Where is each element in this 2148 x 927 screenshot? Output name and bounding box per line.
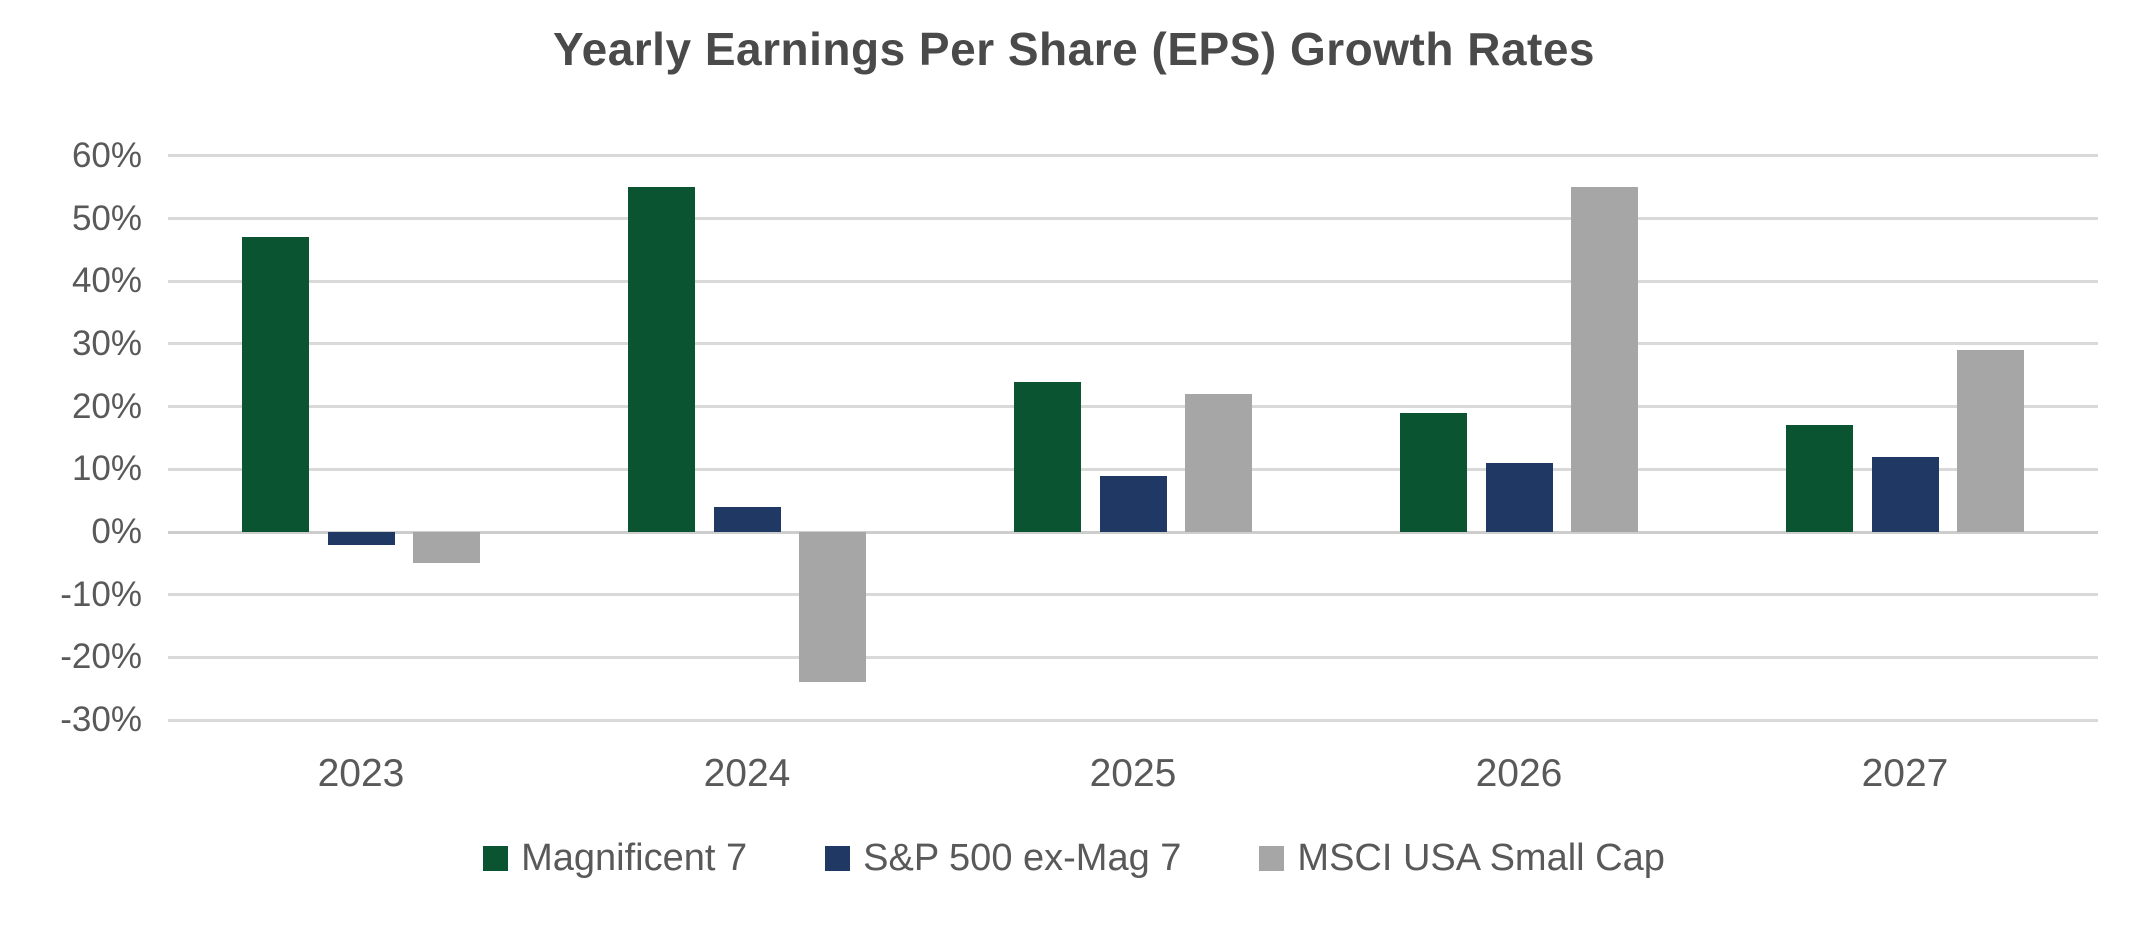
bar-msci-usa-small-cap-2023 [413, 532, 480, 564]
legend-item-s-p-500-ex-mag-7: S&P 500 ex-Mag 7 [825, 836, 1181, 880]
y-axis-tick-label: 50% [71, 198, 142, 238]
bar-magnificent-7-2026 [1400, 412, 1467, 532]
bar-magnificent-7-2025 [1014, 381, 1081, 532]
gridline [168, 718, 2098, 722]
legend-swatch-icon [1259, 845, 1285, 871]
bar-msci-usa-small-cap-2027 [1957, 350, 2024, 532]
x-axis-label-2025: 2025 [1089, 752, 1177, 795]
y-axis-tick-label: -20% [60, 637, 142, 677]
legend-label: S&P 500 ex-Mag 7 [863, 837, 1182, 879]
x-axis-label-2024: 2024 [703, 752, 791, 795]
chart-legend: Magnificent 7 S&P 500 ex-Mag 7 MSCI USA Sm… [0, 836, 2148, 880]
bar-msci-usa-small-cap-2026 [1571, 187, 1638, 532]
bar-s-p-500-ex-mag-7-2027 [1871, 456, 1939, 532]
bar-msci-usa-small-cap-2025 [1185, 394, 1252, 532]
y-axis-tick-label: -10% [60, 574, 142, 614]
gridline [168, 342, 2098, 346]
x-axis-label-2026: 2026 [1475, 752, 1563, 795]
bar-magnificent-7-2024 [628, 187, 695, 532]
bar-s-p-500-ex-mag-7-2024 [713, 506, 781, 532]
gridline [168, 655, 2098, 659]
chart-title: Yearly Earnings Per Share (EPS) Growth R… [552, 23, 1596, 75]
x-axis-label-2027: 2027 [1861, 752, 1949, 795]
bar-msci-usa-small-cap-2024 [799, 532, 866, 683]
y-axis-tick-label: 30% [71, 323, 142, 363]
legend-label: MSCI USA Small Cap [1297, 837, 1665, 879]
gridline [168, 154, 2098, 158]
gridline [168, 593, 2098, 597]
gridline [168, 467, 2098, 471]
gridline [168, 405, 2098, 409]
legend-item-msci-usa-small-cap: MSCI USA Small Cap [1259, 836, 1665, 880]
bar-magnificent-7-2023 [242, 237, 309, 532]
y-axis-tick-label: 10% [71, 449, 142, 489]
bar-s-p-500-ex-mag-7-2023 [327, 532, 395, 545]
legend-item-magnificent-7: Magnificent 7 [483, 836, 747, 880]
legend-label: Magnificent 7 [521, 837, 748, 879]
y-axis-tick-label: -30% [60, 700, 142, 740]
bar-s-p-500-ex-mag-7-2025 [1099, 475, 1167, 532]
legend-swatch-icon [825, 845, 851, 871]
y-axis-tick-label: 40% [71, 261, 142, 301]
y-axis-tick-label: 60% [71, 135, 142, 175]
y-axis-tick-label: 20% [71, 386, 142, 426]
y-axis-tick-label: 0% [91, 512, 142, 551]
bar-magnificent-7-2027 [1786, 425, 1853, 532]
x-axis-label-2023: 2023 [317, 752, 405, 795]
gridline [168, 217, 2098, 220]
bar-s-p-500-ex-mag-7-2026 [1485, 463, 1553, 532]
zero-gridline [168, 530, 2098, 534]
gridline [168, 279, 2098, 283]
legend-swatch-icon [483, 845, 509, 871]
